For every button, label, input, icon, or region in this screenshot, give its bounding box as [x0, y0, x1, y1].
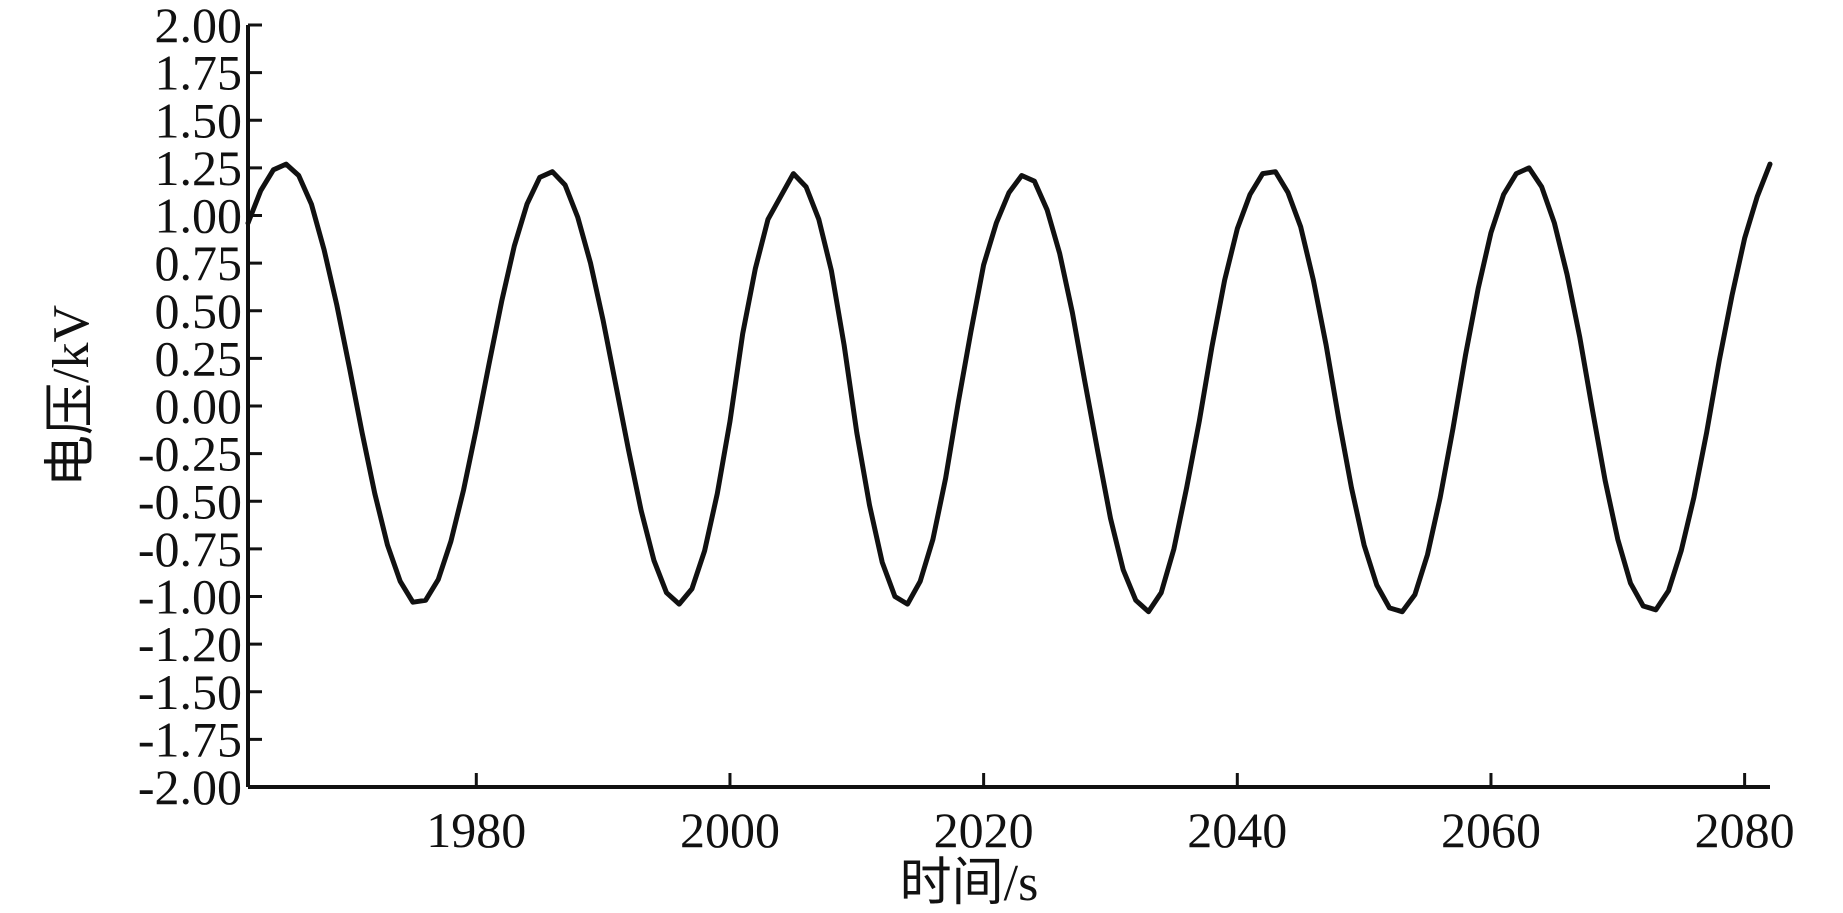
y-axis-title: 电压/kV	[43, 305, 100, 487]
voltage-series-line	[245, 161, 1773, 615]
x-axis-title: 时间/s	[900, 855, 1039, 912]
y-tick-label: -1.75	[138, 711, 242, 767]
y-tick-label: -0.75	[138, 521, 242, 577]
y-tick-label: -1.50	[138, 664, 242, 720]
y-tick-label: 2.00	[155, 0, 243, 53]
y-tick-label: 1.25	[155, 140, 243, 196]
y-tick-label: -1.00	[138, 569, 242, 625]
x-tick-label: 2060	[1441, 802, 1541, 858]
y-tick-label: 1.50	[155, 92, 243, 148]
y-tick-label: -2.00	[138, 759, 242, 815]
y-tick-label: -0.50	[138, 473, 242, 529]
y-tick-label: 1.00	[155, 188, 243, 244]
y-tick-label: 0.25	[155, 330, 243, 386]
x-tick-label: 2020	[934, 802, 1034, 858]
y-tick-label: -1.20	[138, 616, 242, 672]
x-tick-label: 2080	[1695, 802, 1795, 858]
y-tick-label: 0.50	[155, 283, 243, 339]
axes	[246, 25, 1770, 789]
x-tick-label: 1980	[426, 802, 526, 858]
series-layer	[245, 161, 1773, 615]
y-tick-label: 0.75	[155, 235, 243, 291]
x-tick-label: 2040	[1187, 802, 1287, 858]
y-tick-label: 1.75	[155, 45, 243, 101]
y-tick-label: 0.00	[155, 378, 243, 434]
ticks: 2.001.751.501.251.000.750.500.250.00-0.2…	[138, 0, 1795, 858]
x-tick-label: 2000	[680, 802, 780, 858]
y-tick-label: -0.25	[138, 426, 242, 482]
